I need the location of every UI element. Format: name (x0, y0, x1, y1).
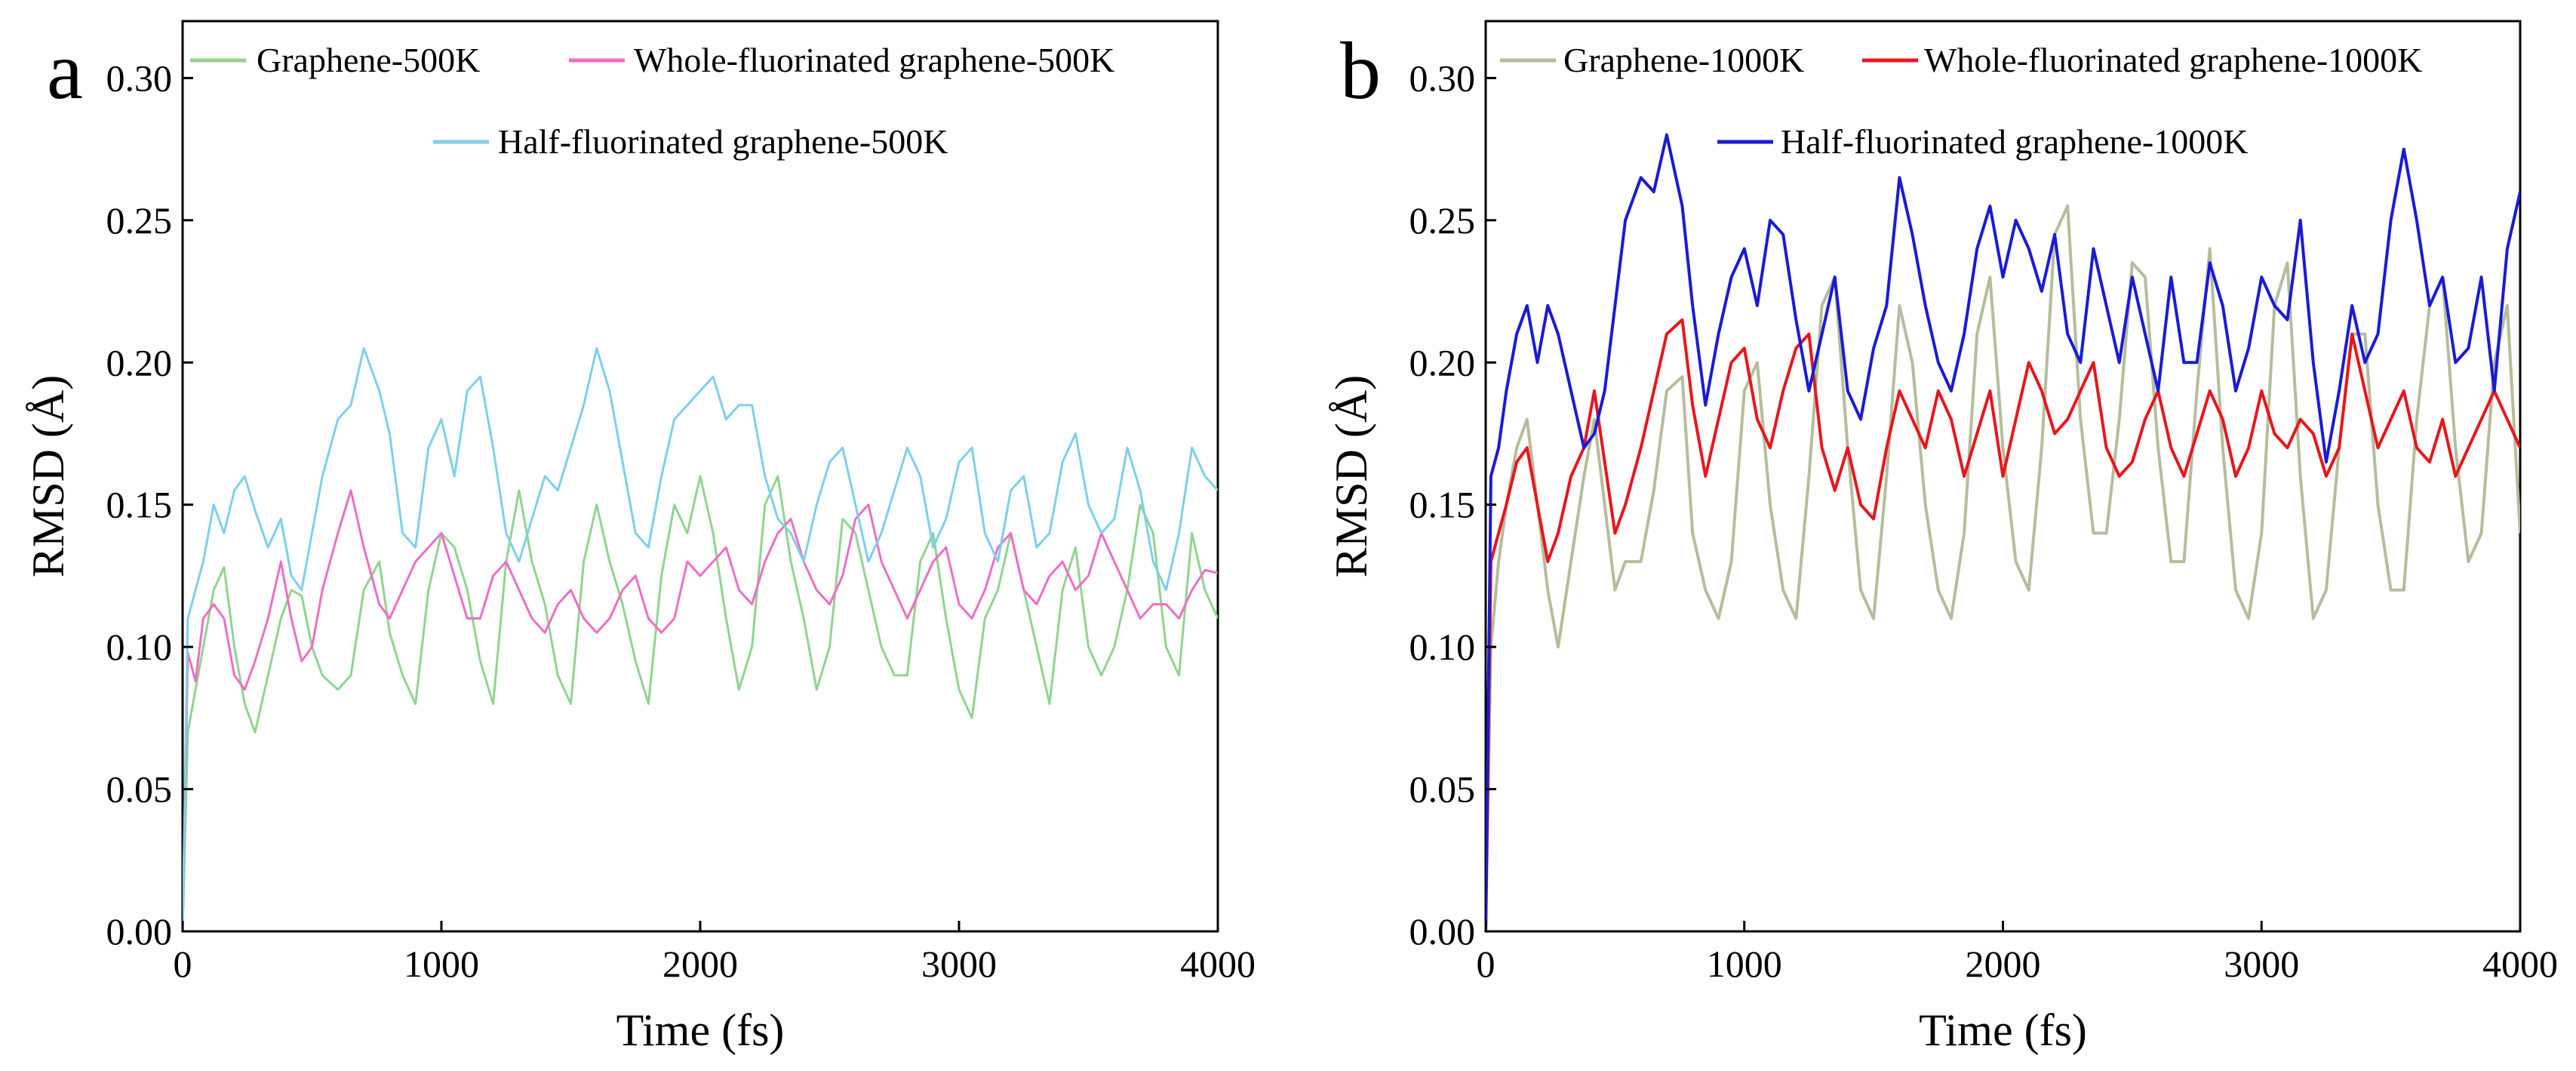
y-tick-label: 0.05 (106, 768, 173, 811)
x-tick-label: 1000 (404, 943, 479, 985)
series-line-2 (183, 489, 1218, 931)
y-tick-label: 0.20 (1409, 341, 1476, 383)
x-tick-label: 4000 (1180, 943, 1256, 985)
y-tick-label: 0.15 (106, 484, 173, 526)
panel-b: 0 1000 2000 3000 4000 0.00 0.05 0.10 0.15 0.20 0.2… (1326, 20, 2558, 1055)
series-line-1 (183, 475, 1218, 931)
x-tick-label: 2000 (1966, 943, 2041, 985)
legend-label: Graphene-1000K (1563, 41, 1804, 79)
x-tick-label: 3000 (2224, 943, 2299, 985)
y-tick-label: 0.20 (106, 341, 173, 383)
series-group (1486, 133, 2520, 931)
x-tick-label: 4000 (2482, 943, 2558, 985)
panel-a: 0 1000 2000 3000 4000 0.00 0.05 0.10 0.15 0.20 0.2… (23, 20, 1256, 1055)
y-tick-label: 0.00 (106, 910, 173, 953)
legend: Graphene-1000K Whole-fluorinated graphene… (1500, 41, 2422, 161)
legend-label: Graphene-500K (257, 41, 480, 79)
y-tick-label: 0.10 (106, 626, 173, 668)
legend: Graphene-500K Whole-fluorinated graphene-… (190, 41, 1114, 161)
x-tick-label: 0 (174, 943, 192, 985)
y-tick-label: 0.05 (1409, 768, 1476, 811)
series-group (183, 346, 1218, 931)
series-line-1 (1486, 205, 2520, 931)
y-tick-label: 0.00 (1409, 910, 1476, 953)
legend-label: Half-fluorinated graphene-500K (498, 122, 948, 161)
x-axis-title: Time (fs) (1919, 1005, 2087, 1055)
legend-label: Whole-fluorinated graphene-500K (634, 41, 1114, 79)
legend-label: Half-fluorinated graphene-1000K (1781, 122, 2248, 161)
x-tick-label: 2000 (662, 943, 738, 985)
y-tick-label: 0.30 (106, 57, 173, 99)
y-tick-label: 0.10 (1409, 626, 1476, 668)
x-tick-label: 1000 (1707, 943, 1782, 985)
legend-label: Whole-fluorinated graphene-1000K (1924, 41, 2422, 79)
y-tick-label: 0.25 (106, 199, 173, 242)
series-line-3 (1486, 133, 2520, 931)
y-tick-label: 0.30 (1409, 57, 1476, 99)
series-line-3 (183, 346, 1218, 931)
x-tick-label: 0 (1477, 943, 1495, 985)
series-line-2 (1486, 318, 2520, 931)
panel-letter: a (47, 26, 83, 116)
y-axis-title: RMSD (Å) (23, 375, 73, 577)
y-tick-label: 0.25 (1409, 199, 1476, 242)
y-tick-label: 0.15 (1409, 484, 1476, 526)
panel-letter: b (1340, 26, 1381, 116)
x-tick-label: 3000 (921, 943, 997, 985)
y-axis-title: RMSD (Å) (1326, 375, 1376, 577)
x-axis-title: Time (fs) (616, 1005, 785, 1055)
